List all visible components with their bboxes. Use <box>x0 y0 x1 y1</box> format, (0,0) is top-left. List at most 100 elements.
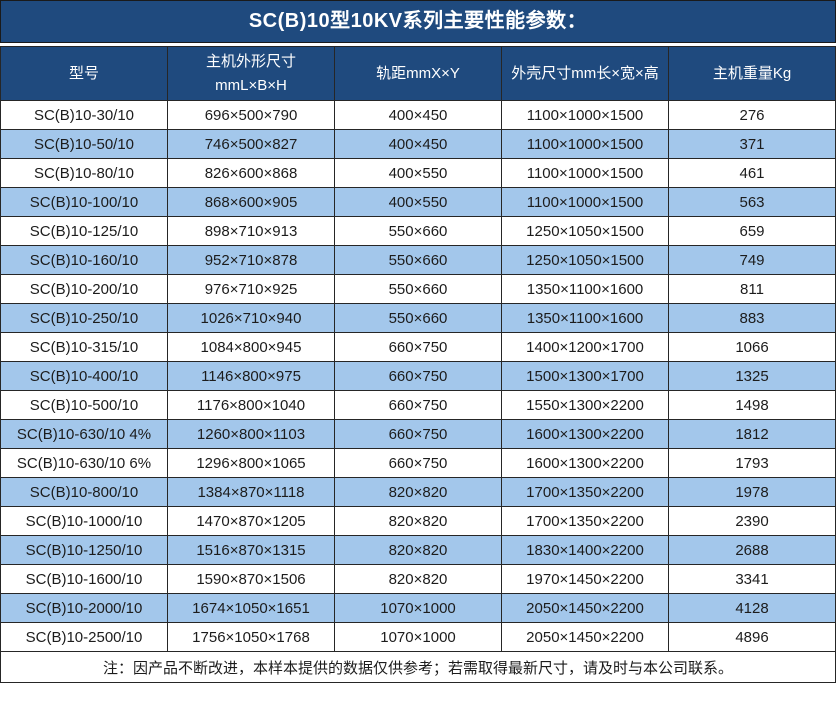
cell-col-4: 659 <box>668 216 836 246</box>
table-row: SC(B)10-160/10 952×710×878 550×660 1250×105… <box>0 245 836 275</box>
cell-col-4: 1498 <box>668 390 836 420</box>
cell-col-3: 1100×1000×1500 <box>501 187 669 217</box>
cell-col-2: 660×750 <box>334 448 502 478</box>
cell-col-0: SC(B)10-400/10 <box>0 361 168 391</box>
cell-col-2: 1070×1000 <box>334 593 502 623</box>
table-row: SC(B)10-250/10 1026×710×940 550×660 1350×11… <box>0 303 836 333</box>
cell-col-0: SC(B)10-630/10 6% <box>0 448 168 478</box>
table-row: SC(B)10-800/10 1384×870×1118 820×820 1700×1… <box>0 477 836 507</box>
cell-col-3: 1970×1450×2200 <box>501 564 669 594</box>
cell-col-2: 550×660 <box>334 303 502 333</box>
cell-col-1: 1674×1050×1651 <box>167 593 335 623</box>
cell-col-1: 696×500×790 <box>167 100 335 130</box>
table-row: SC(B)10-630/10 6% 1296×800×1065 660×750 160… <box>0 448 836 478</box>
cell-col-2: 660×750 <box>334 390 502 420</box>
table-row: SC(B)10-100/10 868×600×905 400×550 1100×100… <box>0 187 836 217</box>
column-header-0: 型号 <box>0 46 168 101</box>
title-separator <box>0 43 836 46</box>
cell-col-0: SC(B)10-125/10 <box>0 216 168 246</box>
cell-col-0: SC(B)10-2000/10 <box>0 593 168 623</box>
cell-col-4: 1793 <box>668 448 836 478</box>
cell-col-2: 550×660 <box>334 245 502 275</box>
page-title: SC(B)10型10KV系列主要性能参数： <box>0 0 836 43</box>
cell-col-3: 2050×1450×2200 <box>501 593 669 623</box>
cell-col-4: 3341 <box>668 564 836 594</box>
cell-col-4: 1978 <box>668 477 836 507</box>
column-header-4: 主机重量Kg <box>668 46 836 101</box>
cell-col-2: 550×660 <box>334 274 502 304</box>
cell-col-3: 1400×1200×1700 <box>501 332 669 362</box>
cell-col-1: 1026×710×940 <box>167 303 335 333</box>
cell-col-0: SC(B)10-100/10 <box>0 187 168 217</box>
cell-col-2: 400×450 <box>334 100 502 130</box>
cell-col-3: 1550×1300×2200 <box>501 390 669 420</box>
cell-col-1: 1176×800×1040 <box>167 390 335 420</box>
cell-col-2: 400×550 <box>334 187 502 217</box>
cell-col-4: 4128 <box>668 593 836 623</box>
table-row: SC(B)10-500/10 1176×800×1040 660×750 1550×1… <box>0 390 836 420</box>
cell-col-4: 749 <box>668 245 836 275</box>
table-row: SC(B)10-80/10 826×600×868 400×550 1100×1000… <box>0 158 836 188</box>
table-footer: 注：因产品不断改进，本样本提供的数据仅供参考；若需取得最新尺寸，请及时与本公司联… <box>0 651 836 683</box>
table-row: SC(B)10-315/10 1084×800×945 660×750 1400×12… <box>0 332 836 362</box>
note-row: 注：因产品不断改进，本样本提供的数据仅供参考；若需取得最新尺寸，请及时与本公司联… <box>0 651 836 683</box>
cell-col-2: 820×820 <box>334 477 502 507</box>
table-row: SC(B)10-630/10 4% 1260×800×1103 660×750 160… <box>0 419 836 449</box>
cell-col-0: SC(B)10-800/10 <box>0 477 168 507</box>
table-row: SC(B)10-1600/10 1590×870×1506 820×820 1970×… <box>0 564 836 594</box>
table-row: SC(B)10-1000/10 1470×870×1205 820×820 1700×… <box>0 506 836 536</box>
table-row: SC(B)10-50/10 746×500×827 400×450 1100×1000… <box>0 129 836 159</box>
cell-col-1: 1146×800×975 <box>167 361 335 391</box>
column-header-1: 主机外形尺寸 mmL×B×H <box>167 46 335 101</box>
cell-col-0: SC(B)10-80/10 <box>0 158 168 188</box>
header-row: 型号 主机外形尺寸 mmL×B×H 轨距mmX×Y 外壳尺寸mm长×宽×高 主机重量Kg <box>0 46 836 101</box>
table-row: SC(B)10-30/10 696×500×790 400×450 1100×1000… <box>0 100 836 130</box>
footer-note: 注：因产品不断改进，本样本提供的数据仅供参考；若需取得最新尺寸，请及时与本公司联… <box>0 651 836 683</box>
cell-col-0: SC(B)10-200/10 <box>0 274 168 304</box>
cell-col-3: 2050×1450×2200 <box>501 622 669 652</box>
cell-col-2: 660×750 <box>334 361 502 391</box>
cell-col-4: 276 <box>668 100 836 130</box>
cell-col-4: 1325 <box>668 361 836 391</box>
cell-col-4: 1812 <box>668 419 836 449</box>
cell-col-1: 1590×870×1506 <box>167 564 335 594</box>
cell-col-4: 1066 <box>668 332 836 362</box>
table-row: SC(B)10-400/10 1146×800×975 660×750 1500×13… <box>0 361 836 391</box>
table-row: SC(B)10-2000/10 1674×1050×1651 1070×1000 20… <box>0 593 836 623</box>
cell-col-2: 1070×1000 <box>334 622 502 652</box>
cell-col-3: 1500×1300×1700 <box>501 361 669 391</box>
cell-col-0: SC(B)10-500/10 <box>0 390 168 420</box>
cell-col-3: 1600×1300×2200 <box>501 419 669 449</box>
cell-col-0: SC(B)10-160/10 <box>0 245 168 275</box>
cell-col-1: 1084×800×945 <box>167 332 335 362</box>
cell-col-3: 1100×1000×1500 <box>501 158 669 188</box>
cell-col-3: 1700×1350×2200 <box>501 506 669 536</box>
specs-table: 型号 主机外形尺寸 mmL×B×H 轨距mmX×Y 外壳尺寸mm长×宽×高 主机重量Kg … <box>0 46 836 683</box>
cell-col-1: 1470×870×1205 <box>167 506 335 536</box>
table-row: SC(B)10-125/10 898×710×913 550×660 1250×105… <box>0 216 836 246</box>
cell-col-2: 550×660 <box>334 216 502 246</box>
cell-col-3: 1250×1050×1500 <box>501 245 669 275</box>
cell-col-0: SC(B)10-1000/10 <box>0 506 168 536</box>
cell-col-2: 400×550 <box>334 158 502 188</box>
cell-col-0: SC(B)10-1600/10 <box>0 564 168 594</box>
cell-col-3: 1350×1100×1600 <box>501 303 669 333</box>
cell-col-1: 1756×1050×1768 <box>167 622 335 652</box>
cell-col-1: 826×600×868 <box>167 158 335 188</box>
cell-col-2: 660×750 <box>334 332 502 362</box>
cell-col-4: 461 <box>668 158 836 188</box>
cell-col-4: 4896 <box>668 622 836 652</box>
cell-col-2: 660×750 <box>334 419 502 449</box>
cell-col-4: 2390 <box>668 506 836 536</box>
column-header-2: 轨距mmX×Y <box>334 46 502 101</box>
cell-col-4: 883 <box>668 303 836 333</box>
cell-col-3: 1830×1400×2200 <box>501 535 669 565</box>
cell-col-2: 820×820 <box>334 535 502 565</box>
column-header-3: 外壳尺寸mm长×宽×高 <box>501 46 669 101</box>
cell-col-1: 952×710×878 <box>167 245 335 275</box>
cell-col-0: SC(B)10-50/10 <box>0 129 168 159</box>
cell-col-1: 1516×870×1315 <box>167 535 335 565</box>
cell-col-0: SC(B)10-630/10 4% <box>0 419 168 449</box>
cell-col-0: SC(B)10-250/10 <box>0 303 168 333</box>
